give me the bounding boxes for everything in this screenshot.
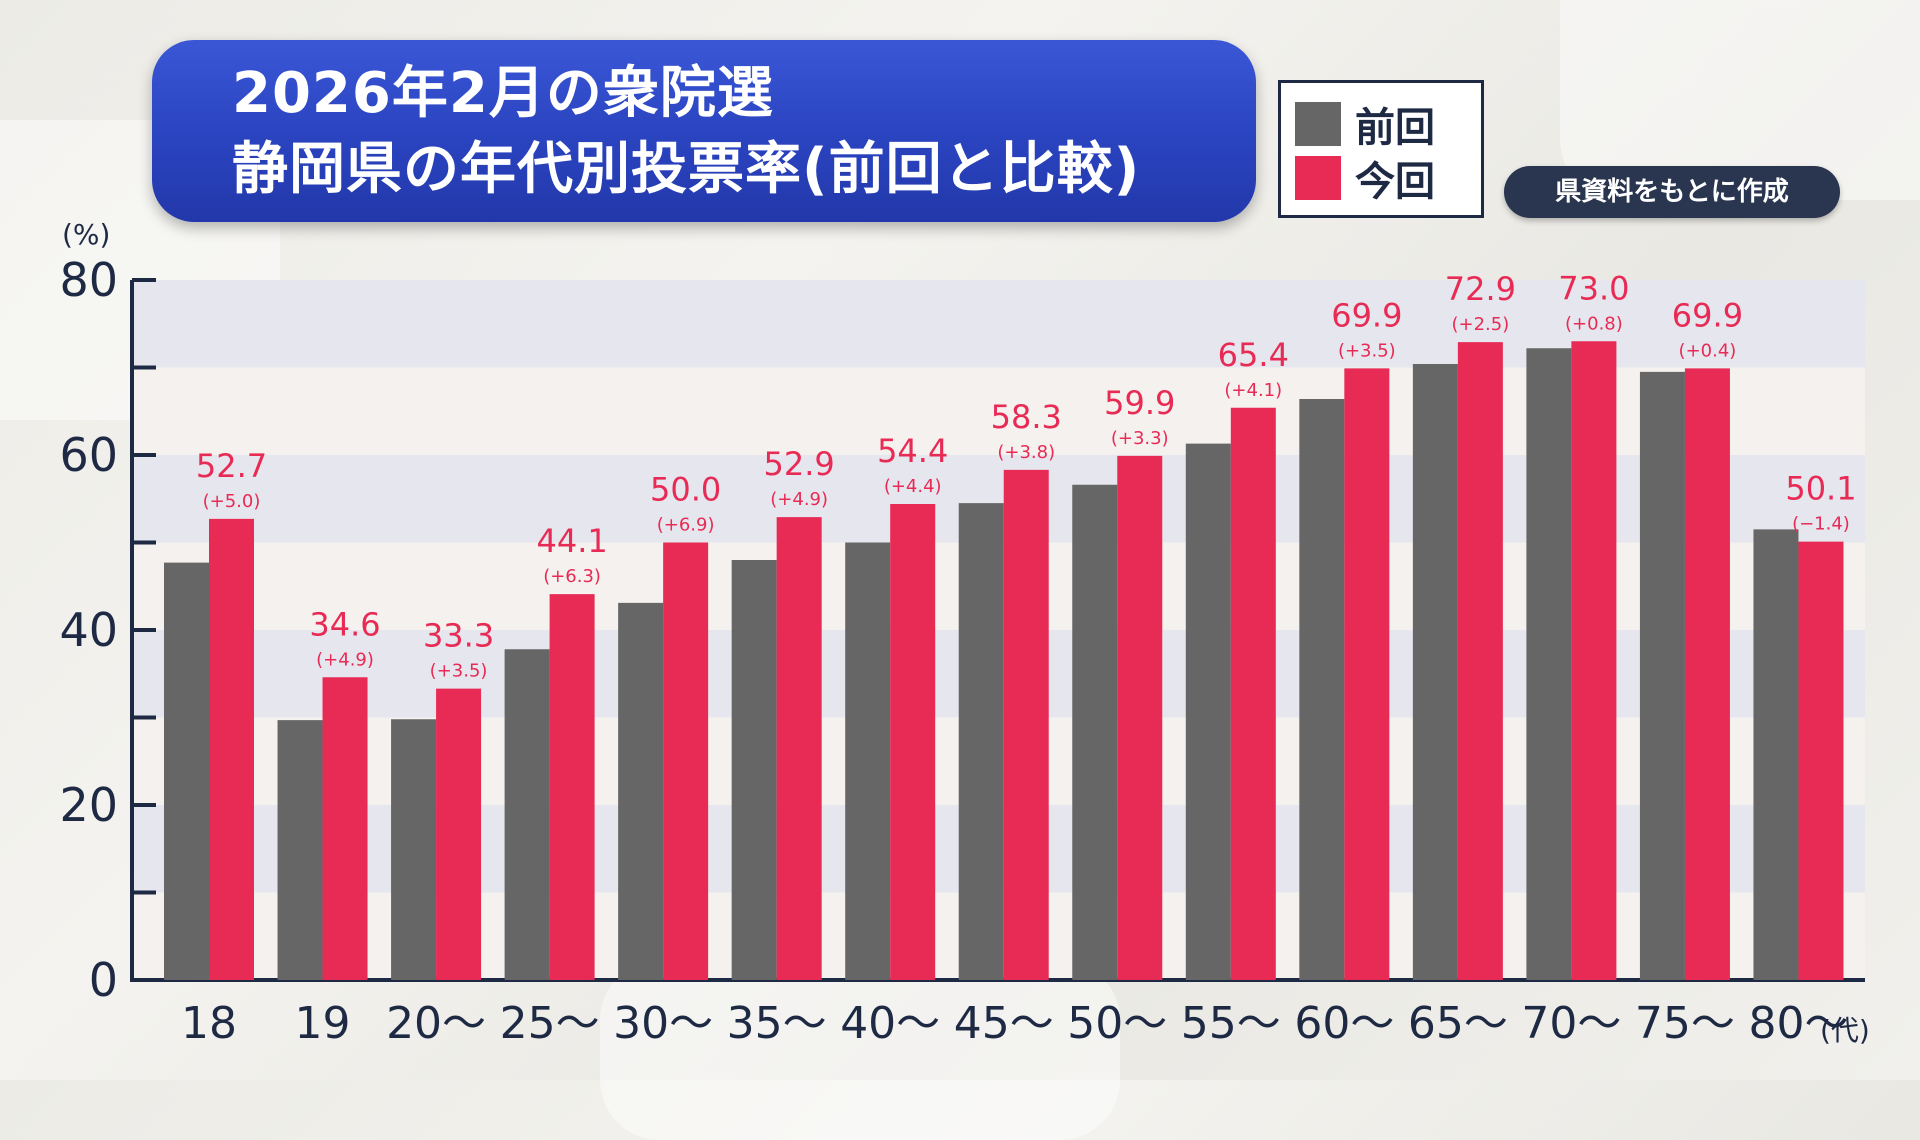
legend-swatch-current <box>1295 156 1341 200</box>
bar-current <box>1457 342 1503 980</box>
diff-label: (+3.8) <box>997 442 1055 463</box>
bar-current <box>1798 541 1844 980</box>
diff-label: (+3.3) <box>1111 428 1169 449</box>
title-line-1: 2026年2月の衆院選 <box>232 61 774 126</box>
x-tick-label: 20〜 <box>386 998 486 1049</box>
diff-label: (+4.4) <box>884 476 942 497</box>
diff-label: (+0.4) <box>1679 340 1737 361</box>
bar-current <box>1684 368 1730 980</box>
value-label: 69.9 <box>1672 296 1743 334</box>
x-tick-label: 80〜 <box>1748 998 1848 1049</box>
bar-current <box>436 688 482 980</box>
diff-label: (+4.1) <box>1224 380 1282 401</box>
value-label: 72.9 <box>1445 270 1516 308</box>
value-label: 58.3 <box>991 398 1062 436</box>
bar-previous <box>618 602 664 980</box>
diff-label: (+3.5) <box>430 661 488 682</box>
bar-previous <box>504 649 550 980</box>
diff-label: (+4.9) <box>770 489 828 510</box>
legend-item-previous: 前回 <box>1295 97 1481 151</box>
value-label: 65.4 <box>1218 336 1289 374</box>
bar-current <box>890 504 936 980</box>
diff-label: (+3.5) <box>1338 340 1396 361</box>
bar-previous <box>1299 399 1345 980</box>
x-tick-label: 65〜 <box>1408 998 1508 1049</box>
y-unit-label: (%) <box>62 218 110 251</box>
x-tick-label: 35〜 <box>727 998 827 1049</box>
value-label: 59.9 <box>1104 384 1175 422</box>
bar-current <box>1571 341 1617 980</box>
y-tick-label: 20 <box>59 778 118 832</box>
bar-current <box>1230 407 1276 980</box>
bar-current <box>1344 368 1390 980</box>
value-label: 34.6 <box>309 605 380 643</box>
x-tick-label: 19 <box>295 998 351 1049</box>
value-label: 33.3 <box>423 617 494 655</box>
bar-previous <box>1412 364 1458 980</box>
bar-current <box>776 517 822 980</box>
bar-current <box>663 542 709 980</box>
diff-label: (+6.3) <box>543 566 601 587</box>
bar-current <box>1003 469 1049 980</box>
legend: 前回 今回 <box>1278 80 1484 218</box>
title-banner: 2026年2月の衆院選 静岡県の年代別投票率(前回と比較) <box>152 40 1256 222</box>
source-note: 県資料をもとに作成 <box>1504 166 1840 218</box>
diff-label: (−1.4) <box>1792 514 1850 535</box>
bar-current <box>1117 455 1163 980</box>
y-tick-label: 0 <box>89 953 118 1007</box>
bar-previous <box>391 719 437 980</box>
bar-current <box>549 594 595 980</box>
bar-previous <box>731 560 777 980</box>
value-label: 54.4 <box>877 432 948 470</box>
value-label: 52.9 <box>764 445 835 483</box>
value-label: 44.1 <box>536 522 607 560</box>
x-tick-label: 55〜 <box>1181 998 1281 1049</box>
bar-previous <box>1639 371 1685 980</box>
diff-label: (+5.0) <box>203 491 261 512</box>
bar-current <box>209 518 254 980</box>
bar-chart: 0 20 40 60 80(%) (代) 52.7 (+5.0) 18 34.6 (+4.9) 19 3… <box>59 218 1870 1049</box>
legend-item-current: 今回 <box>1295 151 1481 205</box>
bar-previous <box>1185 443 1231 980</box>
bar-previous <box>1526 348 1572 980</box>
x-tick-label: 70〜 <box>1521 998 1621 1049</box>
diff-label: (+2.5) <box>1451 314 1509 335</box>
diff-label: (+4.9) <box>316 649 374 670</box>
x-tick-label: 60〜 <box>1294 998 1394 1049</box>
legend-label-previous: 前回 <box>1355 105 1435 151</box>
x-tick-label: 50〜 <box>1067 998 1167 1049</box>
title-line-2: 静岡県の年代別投票率(前回と比較) <box>232 137 1141 202</box>
x-tick-label: 25〜 <box>500 998 600 1049</box>
x-tick-label: 30〜 <box>613 998 713 1049</box>
legend-label-current: 今回 <box>1355 159 1435 205</box>
value-label: 52.7 <box>196 447 267 485</box>
x-tick-label: 75〜 <box>1635 998 1735 1049</box>
y-tick-label: 40 <box>59 603 118 657</box>
diff-label: (+0.8) <box>1565 313 1623 334</box>
y-tick-label: 60 <box>59 428 118 482</box>
value-label: 50.1 <box>1785 470 1856 508</box>
diff-label: (+6.9) <box>657 515 715 536</box>
x-tick-label: 40〜 <box>840 998 940 1049</box>
x-tick-label: 18 <box>181 998 237 1049</box>
y-tick-label: 80 <box>59 253 118 307</box>
value-label: 69.9 <box>1331 296 1402 334</box>
bar-previous <box>845 542 891 980</box>
bar-previous <box>958 503 1004 980</box>
bar-previous <box>1753 529 1799 980</box>
bar-previous <box>1072 484 1118 980</box>
x-unit-label: (代) <box>1820 1014 1870 1047</box>
legend-swatch-previous <box>1295 102 1341 146</box>
bar-previous <box>164 562 209 980</box>
bar-current <box>322 677 368 980</box>
x-tick-label: 45〜 <box>954 998 1054 1049</box>
bar-previous <box>277 720 323 980</box>
value-label: 50.0 <box>650 471 721 509</box>
value-label: 73.0 <box>1558 269 1629 307</box>
